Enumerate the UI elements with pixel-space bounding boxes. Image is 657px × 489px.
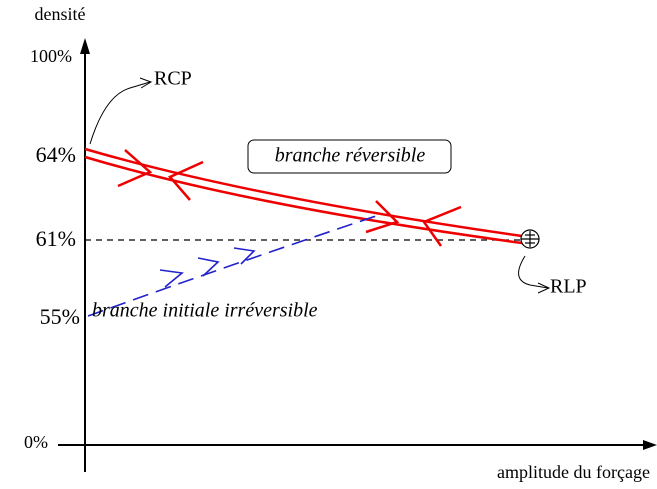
x-label: amplitude du forçage	[497, 462, 650, 482]
initial-arrows	[159, 247, 256, 288]
rlp-point	[520, 229, 540, 249]
reversible-branch	[84, 155, 523, 245]
initial-branch	[87, 213, 383, 317]
reversible-branch	[84, 147, 523, 238]
rcp-pointer-head	[139, 77, 153, 89]
y-arrow	[80, 38, 90, 54]
y-tick-label: 100%	[30, 46, 72, 66]
y-tick-label: 55%	[40, 304, 80, 329]
y-tick-label: 64%	[36, 142, 76, 167]
rlp-label: RLP	[550, 276, 587, 298]
rcp-label: RCP	[154, 68, 192, 90]
y-label: densité	[35, 4, 86, 24]
y-tick-label: 0%	[24, 432, 48, 452]
rlp-pointer	[518, 255, 549, 289]
initial-label: branche initiale irréversible	[92, 300, 318, 322]
label-box	[247, 139, 452, 174]
y-tick-label: 61%	[36, 226, 76, 251]
x-arrow	[643, 440, 657, 450]
rcp-pointer	[89, 81, 151, 145]
reversible-label: branche réversible	[275, 145, 426, 167]
rlp-pointer-head	[537, 282, 551, 294]
direction-arrows	[117, 149, 462, 247]
